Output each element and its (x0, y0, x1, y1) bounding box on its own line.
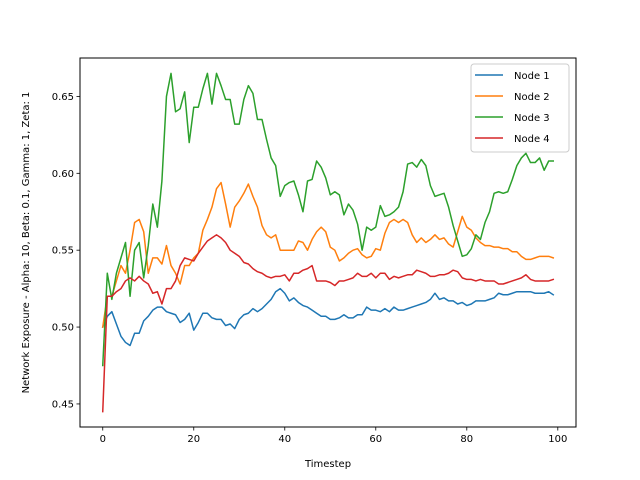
x-tick-label: 0 (100, 434, 106, 445)
x-tick-label: 60 (369, 434, 382, 445)
x-tick-label: 40 (278, 434, 291, 445)
series-line-4 (101, 234, 555, 413)
series-layer (101, 72, 555, 413)
x-tick-label: 100 (548, 434, 567, 445)
legend: Node 1 Node 2 Node 3 Node 4 (470, 63, 570, 153)
series-line-2 (101, 181, 555, 328)
y-tick-label: 0.60 (52, 169, 74, 180)
y-axis: 0.45 0.50 0.55 0.60 0.65 (52, 92, 80, 410)
x-axis-label: Timestep (304, 459, 351, 470)
x-tick-label: 80 (460, 434, 473, 445)
legend-label-1: Node 1 (514, 71, 550, 82)
y-axis-label: Network Exposure - Alpha: 10, Beta: 0.1,… (21, 92, 32, 394)
y-tick-label: 0.45 (52, 399, 74, 410)
legend-label-2: Node 2 (514, 92, 550, 103)
y-tick-label: 0.50 (52, 323, 74, 334)
y-tick-label: 0.55 (52, 246, 74, 257)
plot-frame (79, 57, 577, 428)
legend-box (470, 63, 570, 153)
series-line-1 (101, 287, 555, 347)
x-axis: 0 20 40 60 80 100 (100, 427, 567, 445)
y-tick-label: 0.65 (52, 92, 74, 103)
series-line-3 (101, 72, 554, 367)
legend-label-4: Node 4 (514, 134, 550, 145)
legend-label-3: Node 3 (514, 113, 550, 124)
x-tick-label: 20 (187, 434, 200, 445)
